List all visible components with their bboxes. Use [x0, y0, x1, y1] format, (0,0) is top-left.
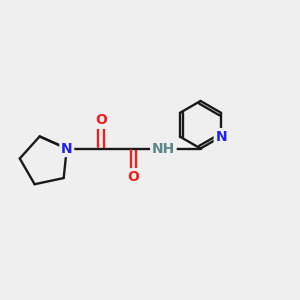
Text: O: O	[128, 170, 140, 184]
Text: N: N	[61, 142, 73, 155]
Text: N: N	[215, 130, 227, 144]
Text: O: O	[95, 113, 107, 127]
Text: NH: NH	[152, 142, 175, 155]
